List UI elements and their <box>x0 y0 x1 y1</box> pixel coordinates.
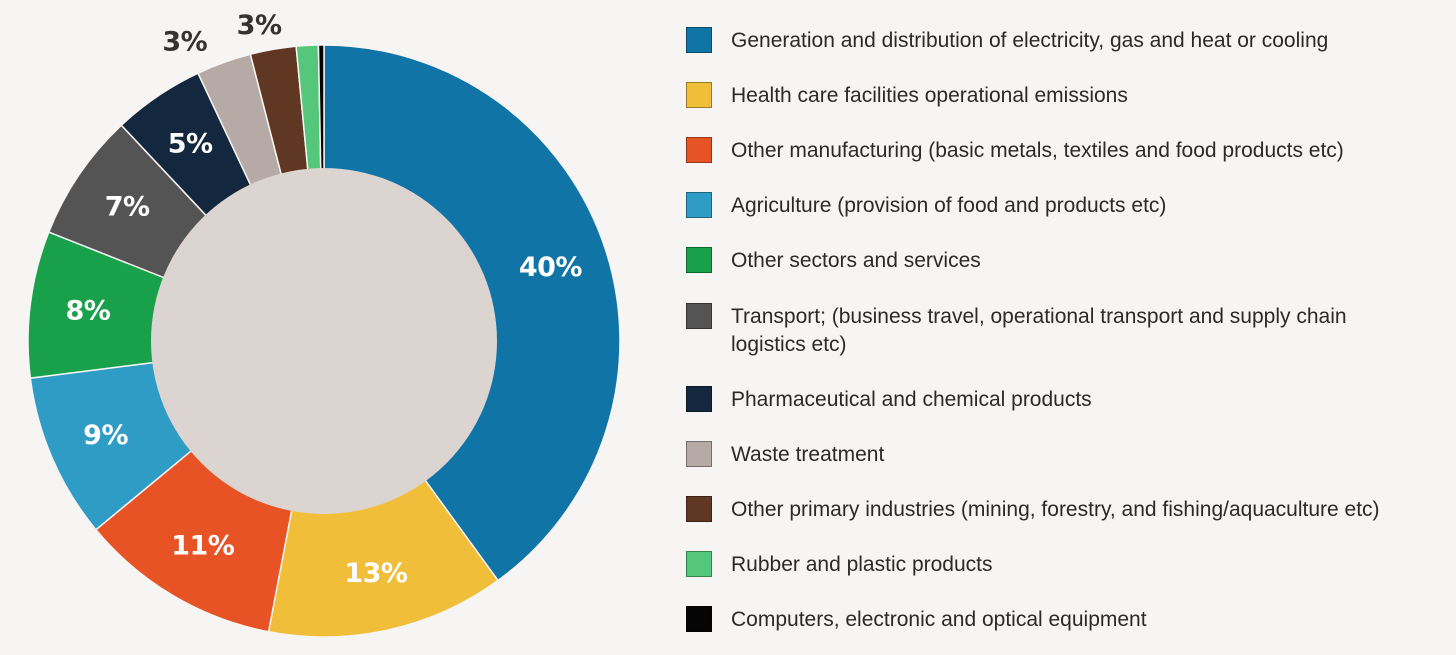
slice-label-7: 5% <box>168 129 213 160</box>
legend-swatch-9 <box>686 496 712 522</box>
legend-swatch-6 <box>686 303 712 329</box>
slice-label-2: 13% <box>344 558 408 589</box>
legend-label-5: Other sectors and services <box>731 249 981 272</box>
legend-swatch-5 <box>686 247 712 273</box>
donut-chart: 40% 13% 11% 9% 8% 7% 5% 3% 3% <box>27 10 621 638</box>
legend-label-8: Waste treatment <box>731 443 885 466</box>
legend-label-1: Generation and distribution of electrici… <box>731 29 1329 52</box>
legend-swatch-3 <box>686 137 712 163</box>
slice-label-1: 40% <box>519 252 583 283</box>
legend-label-6: Transport; (business travel, operational… <box>731 305 1347 356</box>
legend-swatch-1 <box>686 27 712 53</box>
legend-label-4: Agriculture (provision of food and produ… <box>731 194 1167 217</box>
legend-swatch-7 <box>686 386 712 412</box>
legend-label-7: Pharmaceutical and chemical products <box>731 388 1092 411</box>
legend-label-10: Rubber and plastic products <box>731 553 993 576</box>
legend-label-3: Other manufacturing (basic metals, texti… <box>731 139 1344 162</box>
slice-label-3: 11% <box>171 530 235 561</box>
legend-swatch-2 <box>686 82 712 108</box>
legend-label-2: Health care facilities operational emiss… <box>731 84 1128 107</box>
slice-label-4: 9% <box>83 420 128 451</box>
legend-swatch-4 <box>686 192 712 218</box>
slice-label-8: 3% <box>162 26 207 57</box>
slice-labels: 40% 13% 11% 9% 8% 7% 5% 3% 3% <box>65 10 582 589</box>
slice-label-9: 3% <box>237 10 282 41</box>
legend-label-9: Other primary industries (mining, forest… <box>731 498 1380 521</box>
slice-label-5: 8% <box>65 296 110 327</box>
legend-swatch-8 <box>686 441 712 467</box>
legend-swatch-11 <box>686 606 712 632</box>
slice-label-6: 7% <box>105 192 150 223</box>
legend-label-11: Computers, electronic and optical equipm… <box>731 608 1147 631</box>
donut-hole <box>151 168 497 514</box>
legend-swatch-10 <box>686 551 712 577</box>
